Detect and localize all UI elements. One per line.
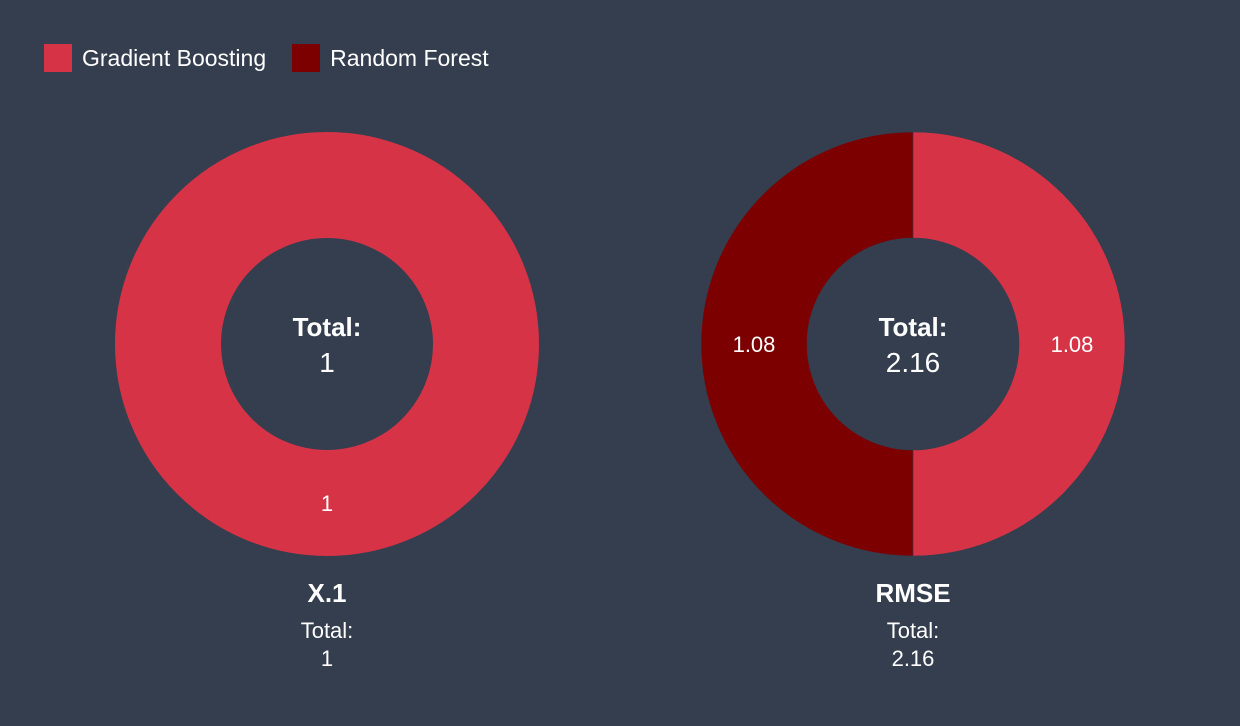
legend: Gradient Boosting Random Forest — [44, 44, 515, 72]
center-total-value: 2.16 — [886, 347, 941, 378]
donut-slice[interactable] — [115, 132, 539, 556]
donut-slice[interactable] — [700, 131, 914, 557]
total-value: 1 — [321, 646, 333, 671]
slice-value-label: 1 — [321, 491, 333, 516]
legend-item-gradient-boosting[interactable]: Gradient Boosting — [44, 44, 266, 72]
center-total-label: Total: — [293, 312, 362, 342]
legend-swatch-gradient-boosting — [44, 44, 72, 72]
center-total-value: 1 — [319, 347, 335, 378]
slice-value-label: 1.08 — [1051, 332, 1094, 357]
chart-title: X.1 — [307, 578, 346, 608]
total-label: Total: — [301, 618, 354, 643]
center-total-label: Total: — [879, 312, 948, 342]
legend-swatch-random-forest — [292, 44, 321, 72]
legend-label: Gradient Boosting — [82, 44, 267, 71]
legend-item-random-forest[interactable]: Random Forest — [292, 44, 489, 72]
chart-title: RMSE — [875, 578, 950, 608]
slice-value-label: 1.08 — [733, 332, 776, 357]
total-label: Total: — [887, 618, 940, 643]
total-value: 2.16 — [892, 646, 935, 671]
legend-label: Random Forest — [330, 44, 489, 71]
donut-slice[interactable] — [912, 131, 1126, 557]
